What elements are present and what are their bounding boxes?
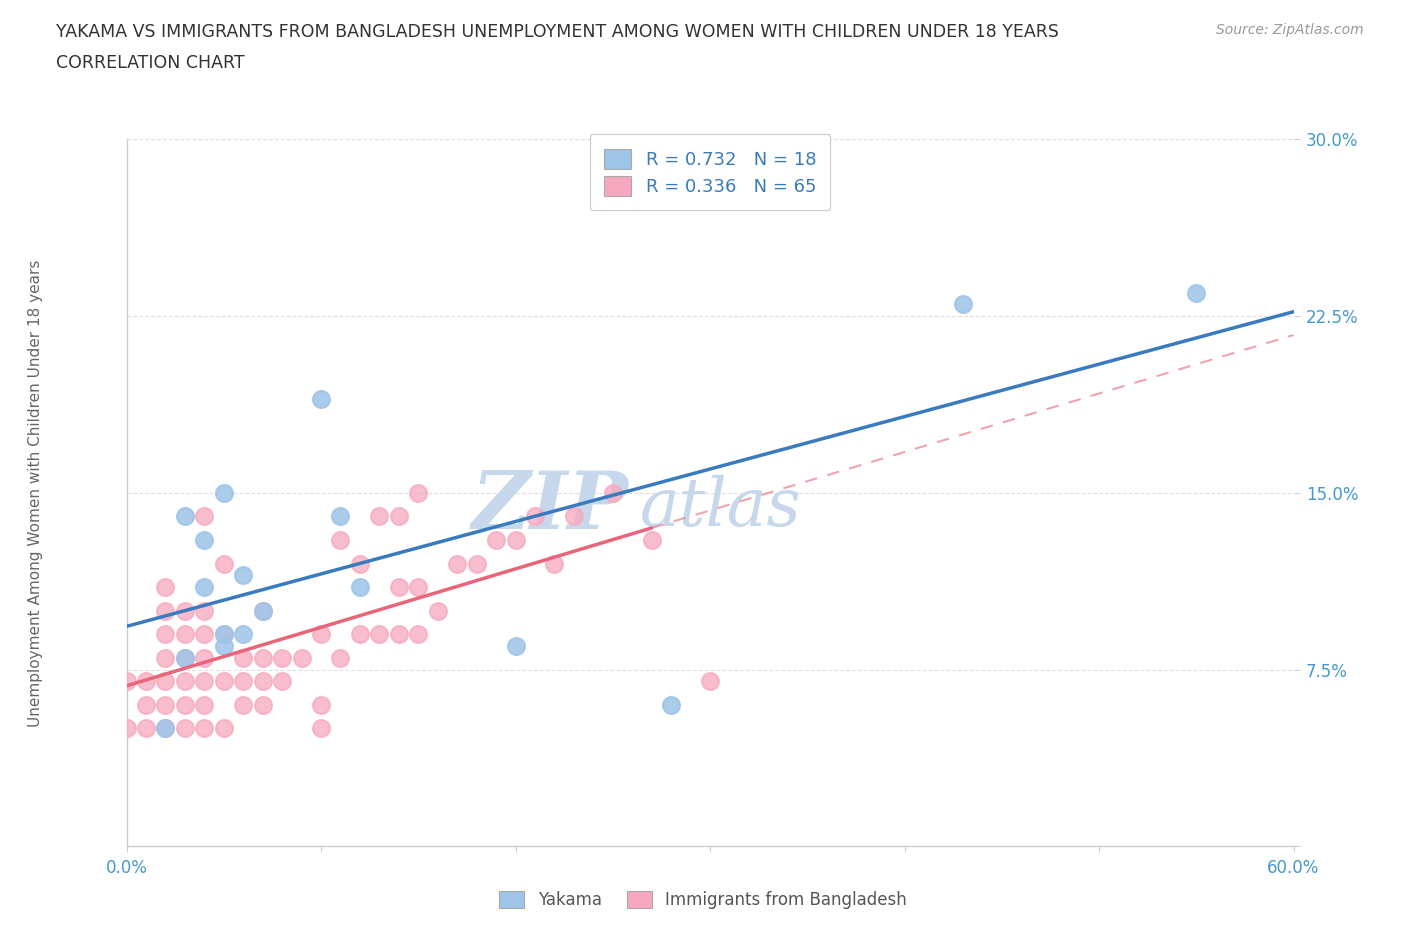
Text: Source: ZipAtlas.com: Source: ZipAtlas.com [1216, 23, 1364, 37]
Point [252, 604, 274, 618]
Point [193, 674, 215, 689]
Text: ZIP: ZIP [471, 469, 628, 546]
Point [232, 627, 254, 642]
Point [388, 509, 411, 524]
Point [193, 509, 215, 524]
Point [329, 509, 352, 524]
Legend: Yakama, Immigrants from Bangladesh: Yakama, Immigrants from Bangladesh [491, 883, 915, 917]
Point [329, 533, 352, 548]
Point [252, 698, 274, 712]
Point [212, 721, 235, 736]
Point [193, 650, 215, 665]
Point [329, 650, 352, 665]
Point [309, 392, 332, 406]
Point [135, 698, 157, 712]
Point [174, 650, 197, 665]
Text: Unemployment Among Women with Children Under 18 years: Unemployment Among Women with Children U… [28, 259, 42, 726]
Point [505, 639, 527, 654]
Legend: R = 0.732   N = 18, R = 0.336   N = 65: R = 0.732 N = 18, R = 0.336 N = 65 [589, 135, 831, 210]
Point [543, 556, 565, 571]
Point [232, 568, 254, 583]
Point [523, 509, 546, 524]
Point [193, 698, 215, 712]
Text: CORRELATION CHART: CORRELATION CHART [56, 54, 245, 72]
Point [212, 639, 235, 654]
Point [349, 579, 371, 594]
Point [174, 698, 197, 712]
Text: YAKAMA VS IMMIGRANTS FROM BANGLADESH UNEMPLOYMENT AMONG WOMEN WITH CHILDREN UNDE: YAKAMA VS IMMIGRANTS FROM BANGLADESH UNE… [56, 23, 1059, 41]
Point [562, 509, 585, 524]
Point [155, 627, 177, 642]
Point [155, 604, 177, 618]
Point [135, 674, 157, 689]
Point [174, 650, 197, 665]
Point [446, 556, 468, 571]
Point [174, 721, 197, 736]
Point [193, 627, 215, 642]
Point [115, 721, 138, 736]
Point [290, 650, 312, 665]
Point [212, 674, 235, 689]
Point [388, 627, 411, 642]
Point [174, 509, 197, 524]
Point [309, 721, 332, 736]
Point [408, 485, 430, 500]
Point [309, 698, 332, 712]
Point [602, 485, 624, 500]
Point [155, 674, 177, 689]
Point [349, 627, 371, 642]
Point [212, 627, 235, 642]
Point [349, 556, 371, 571]
Point [115, 674, 138, 689]
Point [408, 579, 430, 594]
Point [408, 627, 430, 642]
Point [641, 533, 664, 548]
Point [659, 698, 682, 712]
Point [193, 604, 215, 618]
Point [368, 509, 391, 524]
Point [232, 650, 254, 665]
Point [952, 297, 974, 312]
Point [309, 627, 332, 642]
Point [155, 579, 177, 594]
Point [465, 556, 488, 571]
Point [232, 698, 254, 712]
Point [485, 533, 508, 548]
Point [388, 579, 411, 594]
Point [426, 604, 449, 618]
Point [155, 698, 177, 712]
Point [212, 627, 235, 642]
Point [271, 674, 294, 689]
Point [193, 533, 215, 548]
Point [155, 721, 177, 736]
Point [174, 604, 197, 618]
Point [252, 604, 274, 618]
Point [232, 674, 254, 689]
Point [212, 485, 235, 500]
Point [252, 674, 274, 689]
Point [252, 650, 274, 665]
Point [271, 650, 294, 665]
Point [174, 674, 197, 689]
Point [699, 674, 721, 689]
Text: atlas: atlas [640, 474, 801, 539]
Point [212, 556, 235, 571]
Point [155, 721, 177, 736]
Point [193, 579, 215, 594]
Point [135, 721, 157, 736]
Point [155, 650, 177, 665]
Point [174, 627, 197, 642]
Point [505, 533, 527, 548]
Point [1185, 286, 1208, 300]
Point [193, 721, 215, 736]
Point [368, 627, 391, 642]
